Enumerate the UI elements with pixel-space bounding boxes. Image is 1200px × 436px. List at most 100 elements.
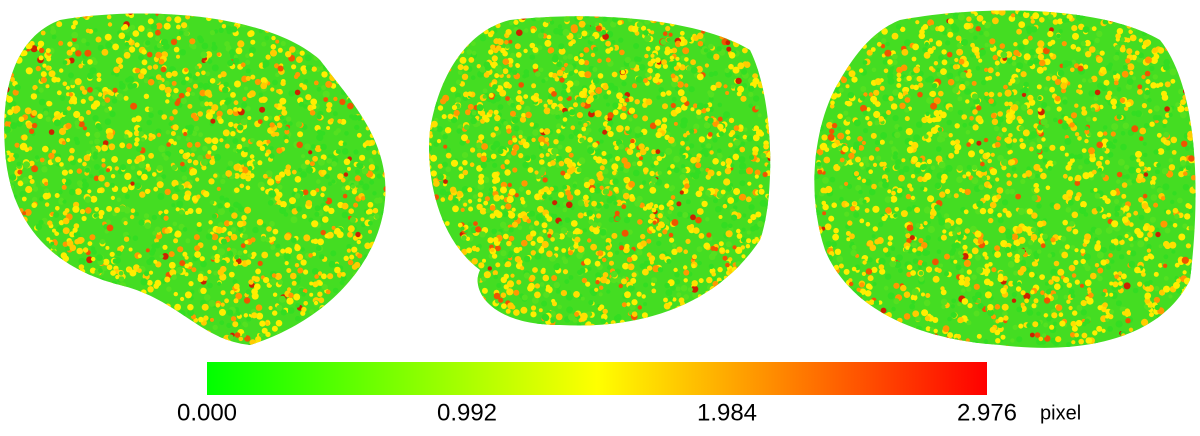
point	[232, 148, 237, 153]
point	[106, 132, 114, 140]
point	[146, 279, 153, 286]
point	[393, 183, 400, 190]
point	[489, 213, 496, 219]
point	[348, 303, 354, 308]
point	[341, 330, 347, 336]
point	[433, 194, 440, 200]
point	[136, 170, 142, 176]
point	[545, 152, 550, 157]
point	[62, 241, 68, 247]
point	[376, 308, 381, 313]
point	[380, 261, 386, 269]
point	[669, 206, 674, 211]
point	[125, 293, 131, 298]
point	[234, 187, 240, 193]
point	[497, 38, 504, 46]
point	[554, 110, 559, 116]
point	[4, 333, 6, 339]
point	[4, 113, 7, 119]
point	[678, 297, 685, 304]
point	[42, 145, 49, 153]
point	[584, 16, 590, 19]
point	[316, 114, 322, 120]
point	[780, 275, 785, 280]
point	[610, 320, 616, 326]
point	[385, 314, 386, 319]
point	[64, 300, 71, 307]
point	[215, 353, 219, 357]
point	[437, 304, 443, 310]
point	[463, 328, 469, 334]
point	[226, 166, 231, 171]
point	[38, 98, 46, 106]
point	[69, 327, 74, 332]
point	[470, 75, 476, 80]
point	[343, 158, 351, 166]
point	[690, 59, 696, 66]
point	[168, 251, 175, 258]
point	[763, 41, 770, 47]
point	[780, 63, 784, 67]
point	[780, 90, 787, 97]
point	[620, 333, 625, 338]
point	[247, 116, 252, 120]
point	[429, 49, 435, 55]
point	[328, 260, 336, 268]
point	[310, 98, 318, 106]
point	[684, 323, 692, 326]
point	[13, 153, 19, 159]
point	[53, 211, 60, 218]
point	[82, 126, 87, 131]
point	[362, 100, 370, 107]
point	[248, 90, 256, 98]
point	[219, 7, 224, 12]
point	[477, 3, 484, 10]
point	[584, 202, 589, 208]
point	[143, 78, 149, 84]
point	[131, 117, 137, 123]
point	[497, 79, 505, 86]
point	[468, 206, 474, 212]
point	[674, 271, 680, 278]
point	[4, 133, 7, 139]
point	[171, 330, 176, 335]
point	[368, 220, 373, 226]
point	[705, 190, 711, 196]
point	[654, 119, 662, 126]
point	[425, 113, 429, 117]
point	[492, 3, 498, 9]
point	[127, 267, 132, 272]
point	[124, 35, 131, 41]
point	[445, 166, 452, 173]
point	[356, 162, 361, 168]
point	[745, 244, 751, 249]
point	[101, 163, 106, 168]
point	[105, 219, 112, 226]
point	[366, 46, 372, 52]
point	[271, 273, 277, 278]
point	[734, 147, 740, 154]
point	[82, 59, 89, 65]
point	[59, 68, 64, 73]
point	[209, 29, 215, 36]
point	[436, 126, 443, 133]
point	[771, 0, 778, 5]
point	[72, 227, 78, 233]
point	[269, 278, 277, 286]
point	[627, 213, 632, 218]
point	[601, 151, 607, 156]
point	[456, 128, 463, 134]
point	[29, 179, 35, 184]
point	[237, 250, 243, 256]
point	[50, 25, 55, 30]
point	[542, 194, 547, 200]
point	[621, 229, 629, 237]
point	[315, 6, 322, 13]
point	[758, 36, 765, 44]
point	[557, 304, 562, 310]
point	[62, 227, 70, 235]
point	[25, 240, 32, 248]
point	[354, 6, 361, 13]
point	[284, 353, 291, 360]
point	[95, 36, 102, 43]
